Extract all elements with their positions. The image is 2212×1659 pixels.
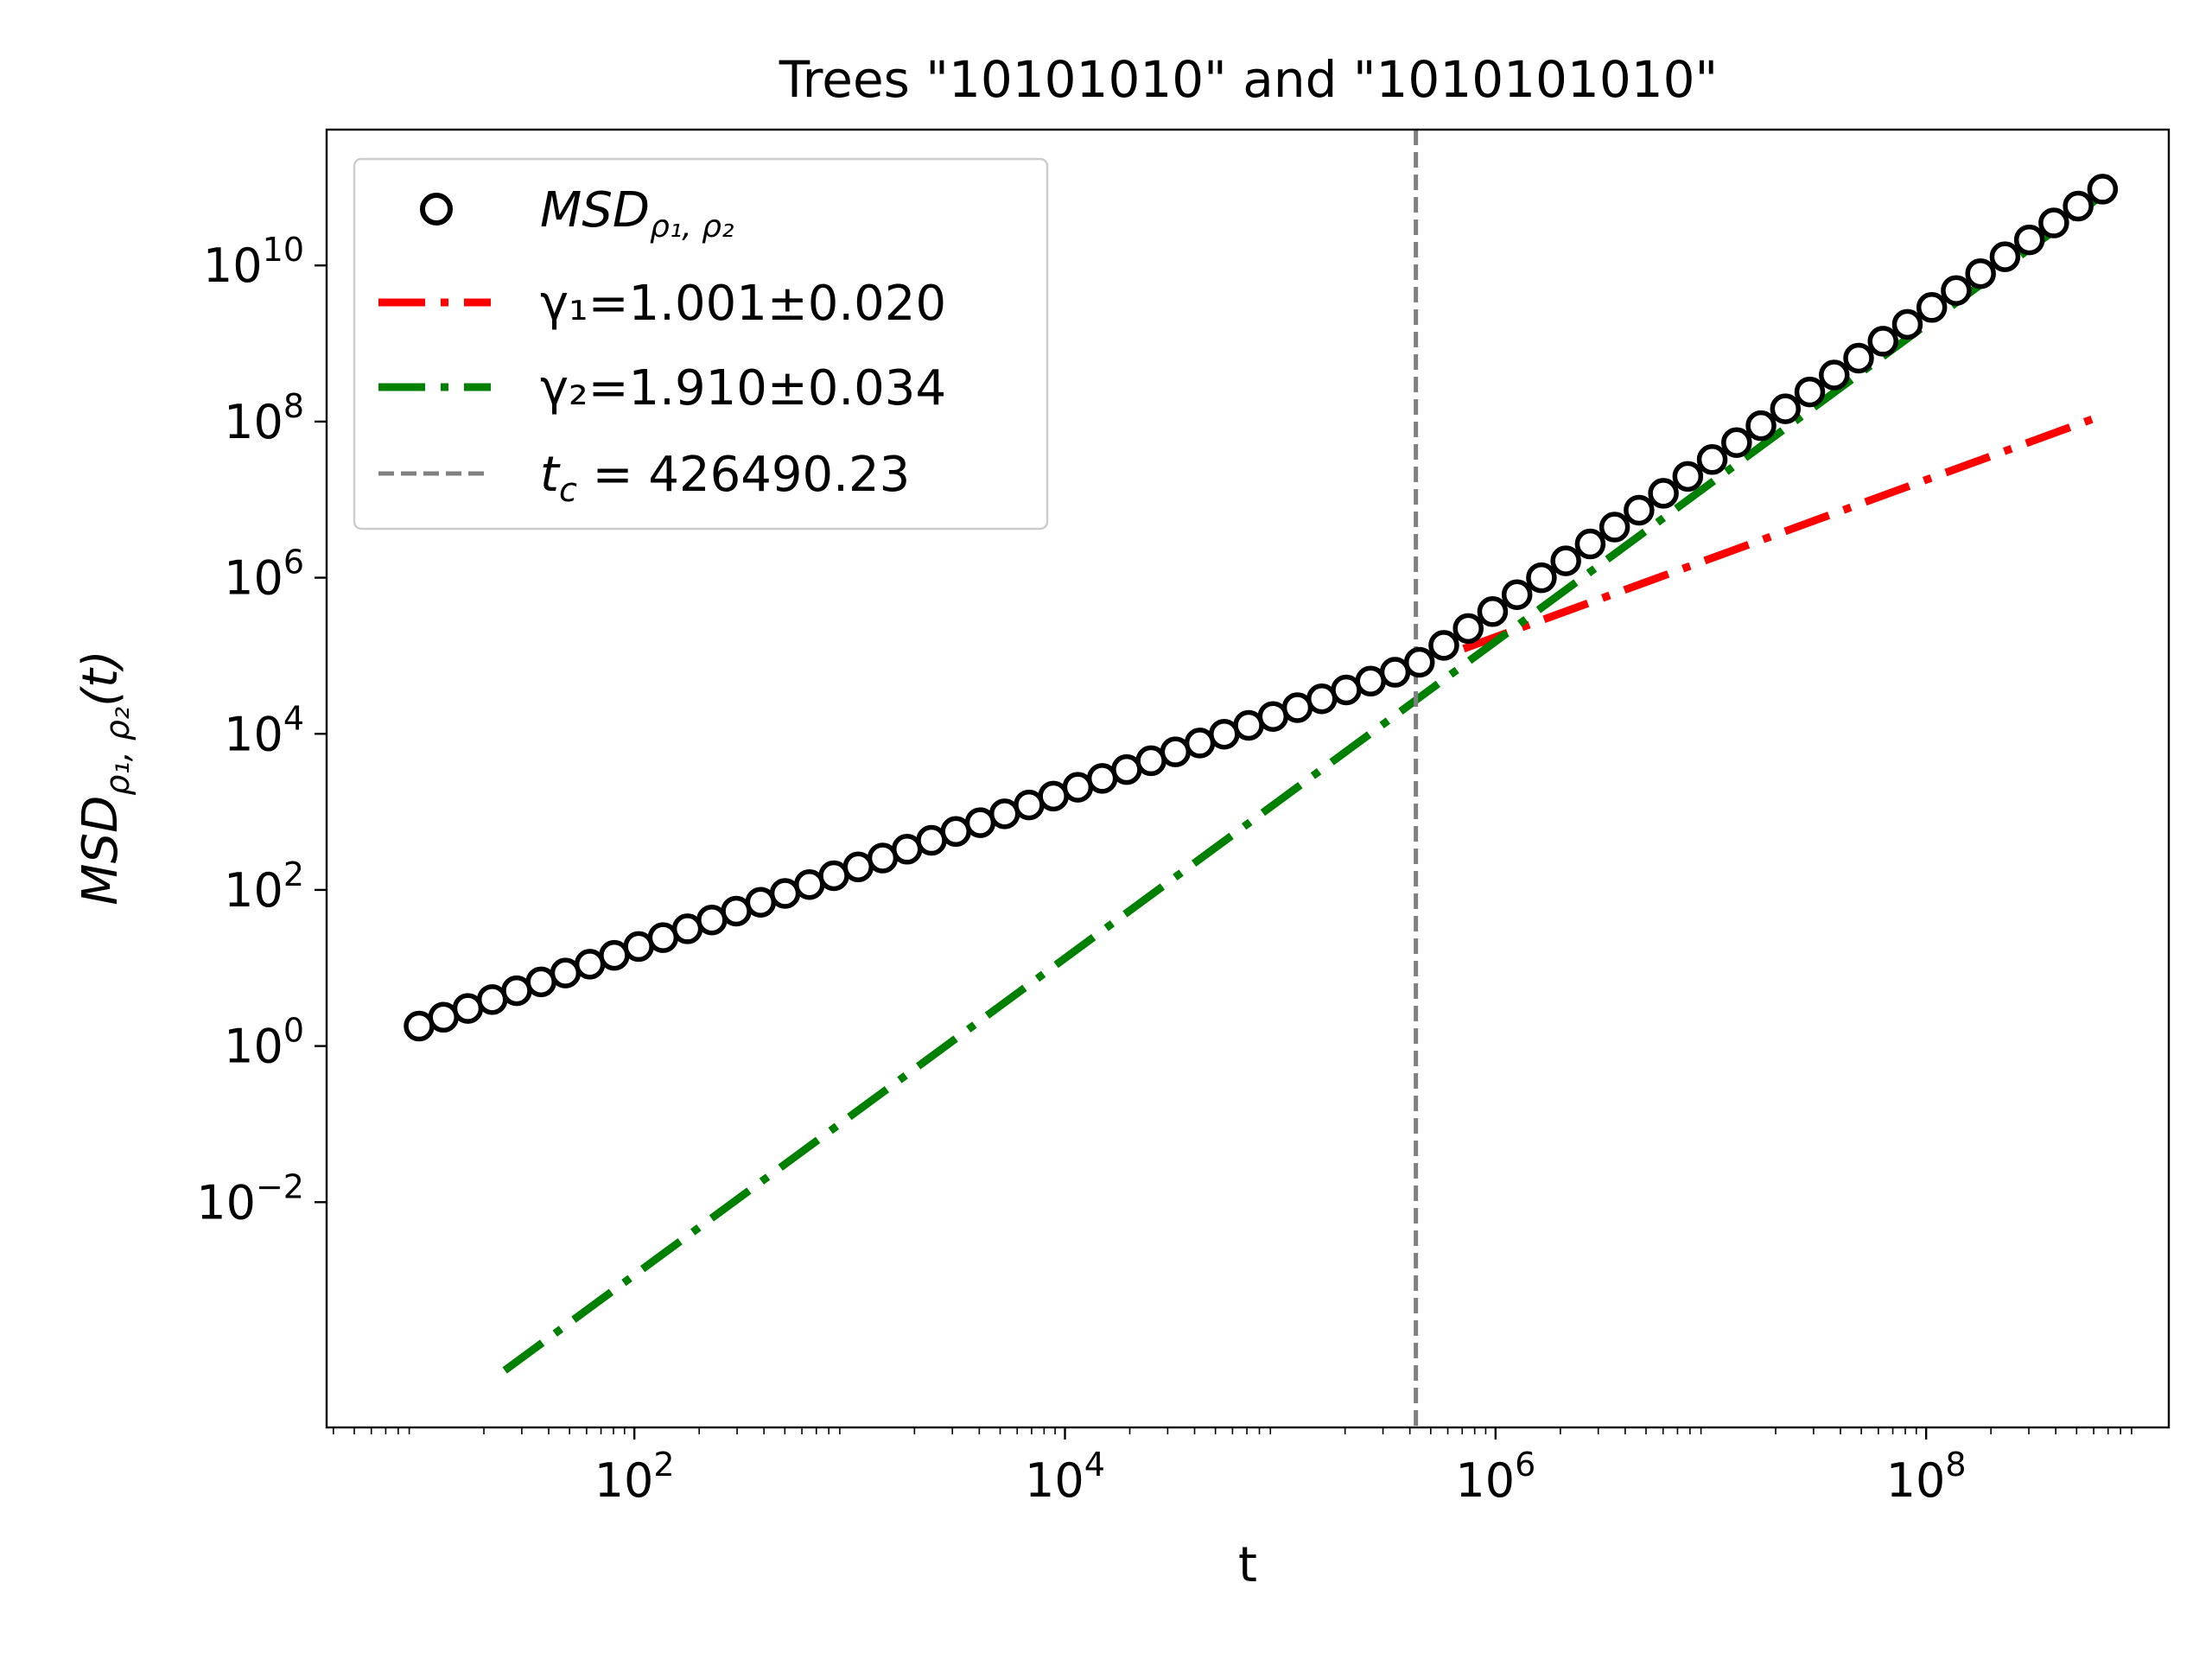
legend-label-gamma2: γ₂=1.910±0.034 [540,360,946,416]
x-tick-label: 102 [594,1446,675,1508]
legend-label-tc-t: t [540,447,561,503]
data-point [1819,359,1850,391]
legend-marker-msd [420,193,453,226]
data-point [1989,241,2021,272]
y-axis-label: MSDρ₁, ρ₂(t) [73,650,137,906]
y-tick-label: 104 [224,699,304,761]
legend-box [353,157,1049,531]
data-point [1672,461,1704,493]
data-point [1452,613,1484,645]
data-point [1599,512,1630,543]
x-axis-label: t [1238,1537,1257,1593]
legend-label-msd-main: MSD [540,182,650,238]
data-point [1477,596,1509,627]
y-tick-label: 108 [224,387,304,449]
x-axis: 102 104 106 108 [333,1427,2133,1508]
legend-label-tc-rest: = 426490.23 [577,447,910,503]
data-point [1648,478,1679,509]
data-point [1770,393,1802,424]
data-point [1574,528,1606,560]
data-point [1550,545,1581,576]
legend-label-msd-sub: ρ₁, ρ₂ [650,209,734,245]
data-point [1965,257,1996,289]
x-tick-label: 108 [1886,1446,1967,1508]
plot-area [404,130,2119,1427]
data-point [1916,292,1948,323]
y-axis-label-tail: (t) [73,650,129,707]
data-point [1843,342,1874,374]
data-point [1624,494,1655,526]
data-point [2087,174,2119,205]
markers-layer [404,174,2119,1042]
data-point [1745,410,1777,442]
x-tick-label: 106 [1455,1446,1535,1508]
data-point [1403,646,1435,678]
legend-label-gamma1: γ₁=1.001±0.020 [540,276,946,332]
data-point [1941,275,1972,307]
data-point [2038,207,2069,238]
legend: MSDρ₁, ρ₂ γ₁=1.001±0.020 γ₂=1.910±0.034 … [353,157,1049,531]
data-point [1721,427,1752,458]
data-point [1379,657,1411,688]
y-tick-label: 106 [224,543,304,606]
chart-title: Trees "10101010" and "1010101010" [779,50,1718,109]
data-point [1794,376,1826,408]
fit-line-gamma2 [502,192,2106,1374]
data-point [1867,326,1898,357]
data-point [1891,308,1923,340]
y-tick-label: 1010 [203,231,304,293]
legend-label-tc-sub: c [559,471,577,509]
data-point [1501,579,1533,610]
y-axis-label-sub: ρ₁, ρ₂ [99,707,137,796]
legend-label-tc: tc = 426490.23 [540,447,910,509]
y-axis-label-main: MSD [73,796,129,906]
data-point [1526,562,1557,594]
data-point [1696,444,1728,475]
y-tick-label: 102 [224,855,304,918]
y-axis: 10−2 100 102 104 106 108 1010 [196,231,327,1230]
x-tick-label: 104 [1025,1446,1105,1508]
y-tick-label: 100 [224,1012,304,1074]
plot-frame [325,128,2171,1429]
legend-label-msd: MSDρ₁, ρ₂ [540,182,734,245]
y-tick-label: 10−2 [196,1167,304,1230]
data-point [2013,224,2045,256]
data-point [1428,630,1459,661]
data-point [2063,190,2094,222]
